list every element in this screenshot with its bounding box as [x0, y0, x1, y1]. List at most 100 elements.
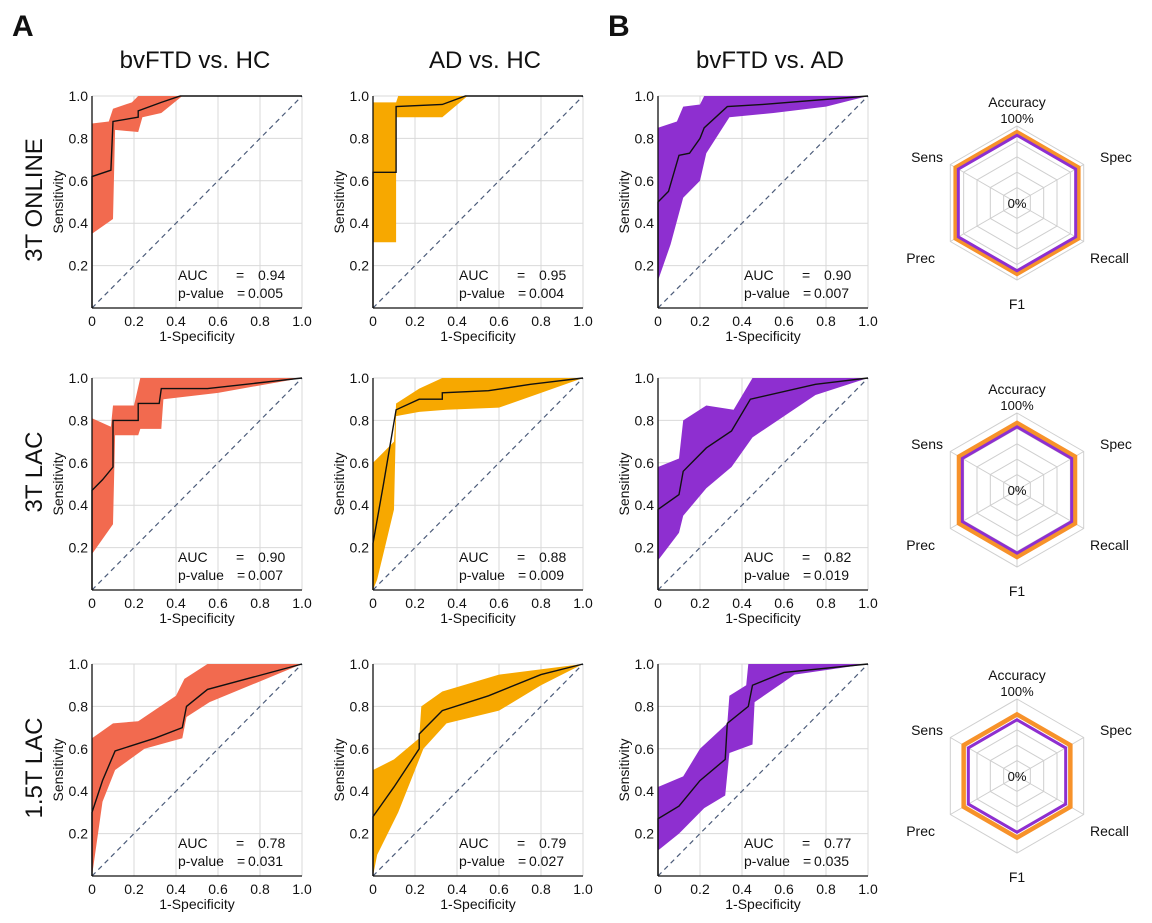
x-tick-label: 0.6: [208, 881, 228, 897]
x-tick-label: 0.6: [489, 881, 509, 897]
x-tick-label: 0.2: [405, 595, 425, 611]
y-tick-label: 0.8: [350, 412, 370, 428]
auc-equals: =: [236, 549, 244, 565]
confidence-band: [373, 96, 583, 308]
y-tick-label: 0.2: [635, 258, 655, 274]
y-tick-label: 0.4: [350, 215, 370, 231]
x-tick-label: 1.0: [858, 313, 878, 329]
x-tick-label: 0.6: [774, 313, 794, 329]
p-value-value: 0.019: [814, 567, 849, 583]
x-tick-label: 0: [369, 313, 377, 329]
x-tick-label: 0.6: [774, 595, 794, 611]
auc-label: AUC: [178, 267, 208, 283]
x-axis-label: 1-Specificity: [725, 896, 800, 912]
p-value-label: p-value: [178, 853, 224, 869]
y-tick-label: 0.6: [69, 173, 89, 189]
x-tick-label: 0.4: [732, 595, 752, 611]
radar-min-label: 0%: [1008, 769, 1027, 784]
x-tick-label: 0.6: [208, 313, 228, 329]
radar-axis-label: Recall: [1090, 823, 1129, 839]
radar-axis-label: F1: [1009, 583, 1026, 599]
x-tick-label: 0.8: [816, 313, 836, 329]
x-tick-label: 0.8: [816, 881, 836, 897]
p-value-value: 0.007: [248, 567, 283, 583]
radar-spoke: [950, 164, 1018, 204]
y-tick-label: 0.8: [350, 698, 370, 714]
y-tick-label: 0.4: [635, 783, 655, 799]
p-value-label: p-value: [178, 285, 224, 301]
x-tick-label: 0.8: [250, 881, 270, 897]
x-axis-label: 1-Specificity: [159, 896, 234, 912]
radar-chart-1-5t-lac: Accuracy Spec Recall F1 Prec Sens 100% 0%: [906, 667, 1132, 885]
chance-diagonal: [657, 377, 869, 591]
p-value-equals: =: [518, 853, 526, 869]
roc-plot-3t-lac-ad-hc: 0 0.2 0.4 0.6 0.8 1.0 0.2 0.4 0.6 0.8 1.0 1-Specifi…: [331, 370, 593, 626]
p-value-value: 0.004: [529, 285, 564, 301]
radar-series-2: [966, 718, 1068, 834]
y-tick-label: 0.4: [69, 497, 89, 513]
radar-series-2: [956, 133, 1078, 273]
x-axis-label: 1-Specificity: [159, 610, 234, 626]
x-tick-label: 0.2: [690, 595, 710, 611]
y-tick-label: 1.0: [350, 370, 370, 386]
radar-axis-label: Sens: [911, 149, 943, 165]
x-tick-label: 0: [369, 881, 377, 897]
y-tick-label: 0.6: [635, 741, 655, 757]
p-value-equals: =: [237, 285, 245, 301]
y-axis-label: Sensitivity: [331, 452, 347, 515]
radar-min-label: 0%: [1008, 483, 1027, 498]
row-title-3t-lac: 3T LAC: [21, 432, 48, 513]
p-value-value: 0.031: [248, 853, 283, 869]
x-axis-label: 1-Specificity: [440, 896, 515, 912]
auc-label: AUC: [178, 549, 208, 565]
roc-curve: [91, 663, 303, 876]
chance-diagonal: [372, 377, 584, 591]
auc-label: AUC: [178, 835, 208, 851]
roc-plot-3t-online-ad-hc: 0 0.2 0.4 0.6 0.8 1.0 0.2 0.4 0.6 0.8 1.0 1-Specifi…: [331, 88, 593, 344]
x-tick-label: 1.0: [292, 595, 312, 611]
y-tick-label: 0.6: [350, 741, 370, 757]
x-tick-label: 0.8: [531, 595, 551, 611]
x-axis-label: 1-Specificity: [159, 328, 234, 344]
x-tick-label: 1.0: [858, 595, 878, 611]
y-tick-label: 0.8: [350, 130, 370, 146]
x-tick-label: 0.2: [405, 313, 425, 329]
roc-plot-1-5t-lac-ad-hc: 0 0.2 0.4 0.6 0.8 1.0 0.2 0.4 0.6 0.8 1.0 1-Specifi…: [331, 656, 593, 912]
y-axis-label: Sensitivity: [50, 452, 66, 515]
p-value-equals: =: [518, 285, 526, 301]
auc-value: 0.94: [258, 267, 285, 283]
p-value-equals: =: [803, 285, 811, 301]
radar-axis-label: Recall: [1090, 537, 1129, 553]
y-tick-label: 0.2: [350, 540, 370, 556]
chance-diagonal: [91, 95, 303, 309]
x-tick-label: 0: [654, 595, 662, 611]
x-tick-label: 0.2: [690, 313, 710, 329]
y-tick-label: 0.4: [69, 215, 89, 231]
p-value-value: 0.027: [529, 853, 564, 869]
x-tick-label: 0.4: [447, 595, 467, 611]
radar-series-2: [960, 425, 1074, 555]
roc-plot-3t-lac-bvftd-ad: 0 0.2 0.4 0.6 0.8 1.0 0.2 0.4 0.6 0.8 1.0 1-Specifi…: [616, 370, 878, 626]
radar-axis-label: Prec: [906, 250, 935, 266]
auc-label: AUC: [744, 549, 774, 565]
chance-diagonal: [372, 663, 584, 877]
p-value-equals: =: [803, 853, 811, 869]
chance-diagonal: [372, 95, 584, 309]
chance-diagonal: [91, 377, 303, 591]
x-tick-label: 0.8: [816, 595, 836, 611]
x-tick-label: 0.4: [732, 313, 752, 329]
y-tick-label: 1.0: [635, 656, 655, 672]
x-tick-label: 0: [88, 313, 96, 329]
confidence-band: [658, 378, 868, 590]
radar-series-1: [953, 129, 1081, 277]
y-tick-label: 1.0: [635, 88, 655, 104]
confidence-band: [373, 664, 583, 876]
y-tick-label: 0.8: [69, 412, 89, 428]
radar-axis-label: Recall: [1090, 250, 1129, 266]
radar-spoke: [950, 202, 1018, 242]
x-tick-label: 1.0: [292, 881, 312, 897]
y-axis-label: Sensitivity: [616, 738, 632, 801]
p-value-value: 0.005: [248, 285, 283, 301]
y-tick-label: 0.8: [69, 130, 89, 146]
y-tick-label: 0.8: [635, 698, 655, 714]
